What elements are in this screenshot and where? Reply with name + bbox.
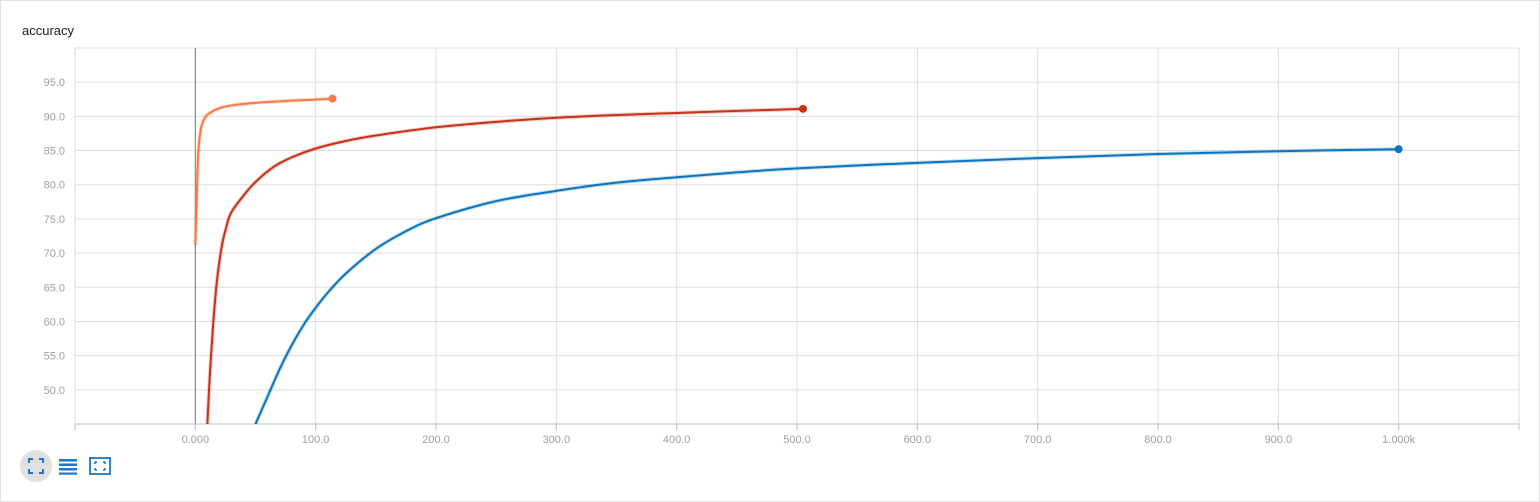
x-tick-label: 100.0 xyxy=(302,434,330,446)
chart-title: accuracy xyxy=(22,23,75,38)
x-tick-label: 700.0 xyxy=(1024,434,1052,446)
fullscreen-button[interactable] xyxy=(20,450,52,482)
x-tick-label: 400.0 xyxy=(663,434,691,446)
x-tick-label: 200.0 xyxy=(422,434,450,446)
y-tick-label: 80.0 xyxy=(44,180,65,192)
toggle-y-log-button[interactable] xyxy=(52,450,84,482)
x-tick-label: 300.0 xyxy=(543,434,571,446)
series-3-shadow xyxy=(253,147,1399,424)
series-1-end-marker xyxy=(328,94,337,103)
series-2-end-marker xyxy=(799,104,808,113)
chart-toolbar xyxy=(20,450,116,482)
y-tick-label: 70.0 xyxy=(44,248,65,260)
y-tick-label: 95.0 xyxy=(44,77,65,89)
y-tick-label: 90.0 xyxy=(44,111,65,123)
y-tick-label: 60.0 xyxy=(44,316,65,328)
list-icon xyxy=(59,459,77,475)
x-tick-label: 600.0 xyxy=(904,434,932,446)
y-tick-label: 50.0 xyxy=(44,385,65,397)
fullscreen-icon xyxy=(28,458,44,474)
fit-domain-icon xyxy=(89,457,111,475)
y-tick-label: 55.0 xyxy=(44,351,65,363)
x-tick-label: 1.000k xyxy=(1382,434,1416,446)
series-3-line xyxy=(254,148,1399,424)
y-tick-label: 85.0 xyxy=(44,146,65,158)
x-tick-label: 900.0 xyxy=(1265,434,1293,446)
x-tick-label: 800.0 xyxy=(1144,434,1172,446)
y-tick-label: 65.0 xyxy=(44,282,65,294)
series-3-end-marker xyxy=(1394,145,1403,154)
y-tick-label: 75.0 xyxy=(44,214,65,226)
fit-domain-button[interactable] xyxy=(84,450,116,482)
x-tick-label: 0.000 xyxy=(182,434,210,446)
x-tick-label: 500.0 xyxy=(783,434,811,446)
series-1-line xyxy=(194,97,333,245)
series-2-line xyxy=(206,107,804,424)
series-1-shadow xyxy=(193,96,333,245)
